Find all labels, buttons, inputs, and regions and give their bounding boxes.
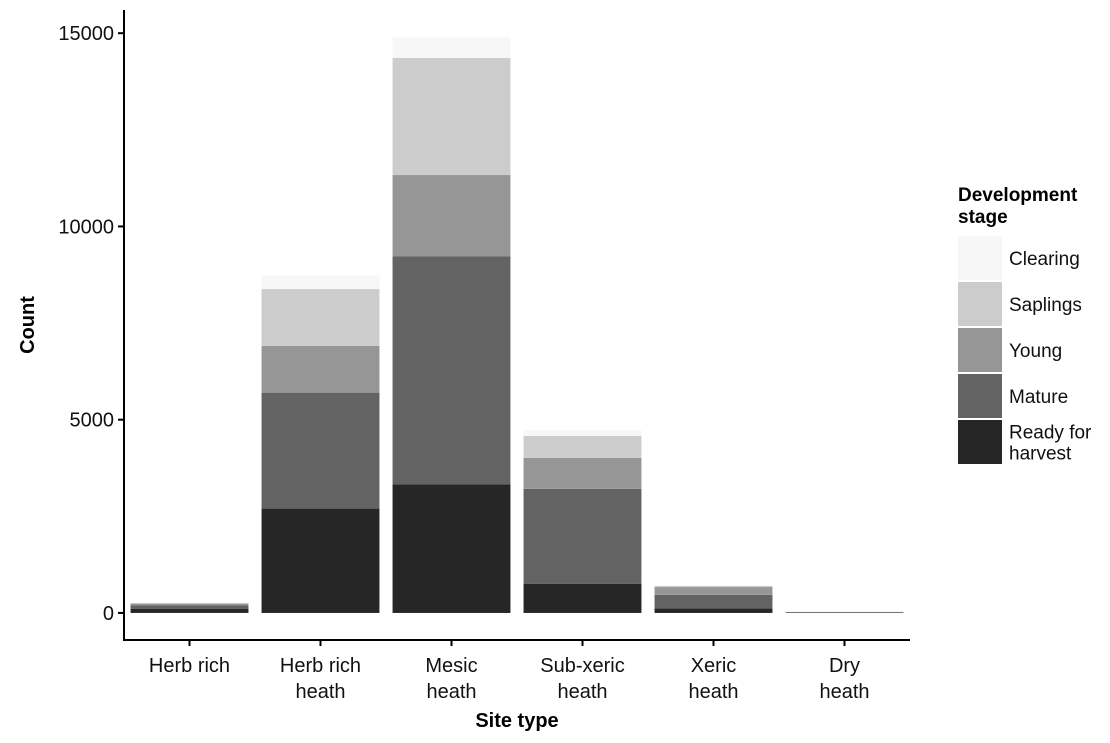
bar-segment-xeric-heath-young xyxy=(654,587,773,595)
legend-key-ready-for-harvest xyxy=(958,420,1002,464)
y-ticks: 0 5000 10000 15000 xyxy=(58,23,124,625)
legend-label-saplings: Saplings xyxy=(1009,295,1082,316)
y-tick-label: 10000 xyxy=(58,216,114,238)
x-tick-label: Sub-xeric heath xyxy=(540,655,624,703)
bar-segment-sub-xeric-heath-young xyxy=(523,457,642,489)
x-tick-label: Herb rich heath xyxy=(280,655,361,703)
legend: Development stage Clearing Saplings Young Mat… xyxy=(958,185,1092,465)
legend-label-clearing: Clearing xyxy=(1009,249,1080,270)
bar-segment-sub-xeric-heath-saplings xyxy=(523,435,642,458)
y-tick-label: 0 xyxy=(103,603,114,625)
legend-key-saplings xyxy=(958,282,1002,326)
y-axis-title: Count xyxy=(17,296,39,354)
bar-segment-mesic-heath-mature xyxy=(392,256,511,485)
x-tick-label: Herb rich xyxy=(149,655,230,677)
bar-segment-herb-rich-heath-mature xyxy=(261,392,380,509)
bar-segment-mesic-heath-young xyxy=(392,175,511,257)
bar-segment-xeric-heath-saplings xyxy=(654,585,773,588)
legend-key-mature xyxy=(958,374,1002,418)
bar-segment-herb-rich-young xyxy=(130,603,249,606)
bar-segment-herb-rich-heath-young xyxy=(261,345,380,393)
x-tick-label: Xeric heath xyxy=(688,655,738,703)
bar-segment-sub-xeric-heath-ready-for-harvest xyxy=(523,583,642,613)
axes-layer xyxy=(123,10,910,641)
legend-label-young: Young xyxy=(1009,341,1062,362)
y-tick-label: 15000 xyxy=(58,23,114,45)
bar-segment-mesic-heath-saplings xyxy=(392,57,511,176)
x-tick-label: Mesic heath xyxy=(425,655,477,703)
bars-layer xyxy=(130,37,904,613)
bar-segment-herb-rich-ready-for-harvest xyxy=(130,608,249,613)
bar-segment-mesic-heath-clearing xyxy=(392,37,511,58)
bar-segment-herb-rich-mature xyxy=(130,605,249,609)
x-tick-label: Dry heath xyxy=(819,655,869,703)
legend-title: Development stage xyxy=(958,185,1078,228)
bar-segment-xeric-heath-ready-for-harvest xyxy=(654,608,773,613)
legend-label-mature: Mature xyxy=(1009,387,1068,408)
bar-segment-sub-xeric-heath-mature xyxy=(523,488,642,584)
bar-segment-xeric-heath-mature xyxy=(654,594,773,609)
bar-segment-sub-xeric-heath-clearing xyxy=(523,430,642,436)
bar-segment-mesic-heath-ready-for-harvest xyxy=(392,484,511,613)
legend-key-clearing xyxy=(958,236,1002,280)
bar-segment-herb-rich-saplings xyxy=(130,602,249,604)
bar-segment-herb-rich-heath-saplings xyxy=(261,289,380,346)
legend-label-ready-for-harvest: Ready for harvest xyxy=(1009,423,1092,465)
y-tick-label: 5000 xyxy=(70,410,115,432)
x-axis-title: Site type xyxy=(475,710,558,732)
legend-key-young xyxy=(958,328,1002,372)
x-ticks: Herb rich Herb rich heath Mesic heath Sub-xer… xyxy=(149,640,870,703)
bar-segment-herb-rich-heath-ready-for-harvest xyxy=(261,508,380,613)
bar-segment-herb-rich-heath-clearing xyxy=(261,275,380,290)
